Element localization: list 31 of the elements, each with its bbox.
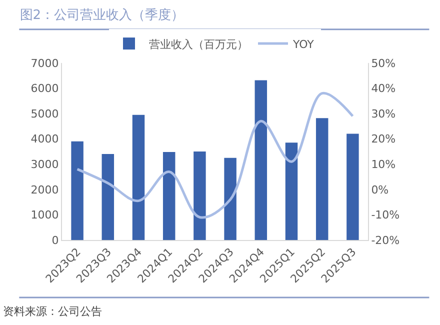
- y2-tick-label: -10%: [371, 208, 400, 222]
- y2-tick-label: 30%: [371, 107, 396, 120]
- bar: [162, 152, 176, 240]
- y2-tick-label: 50%: [371, 56, 396, 70]
- y-tick-label: 3000: [30, 158, 59, 171]
- y-tick-label: 7000: [30, 56, 59, 70]
- y-tick-label: 2000: [30, 183, 59, 196]
- y-tick-label: 4000: [30, 132, 59, 146]
- y2-tick-label: 10%: [371, 158, 396, 171]
- bar: [346, 134, 359, 240]
- y-tick-label: 6000: [30, 82, 59, 96]
- legend-label: YOY: [292, 38, 314, 51]
- y-tick-label: 1000: [30, 208, 59, 222]
- y2-tick-label: -20%: [371, 234, 400, 247]
- y-tick-label: 0: [52, 234, 59, 247]
- legend-label: 营业收入（百万元）: [149, 38, 248, 51]
- text: 资料来源：公司公告: [3, 305, 102, 318]
- y-tick-label: 5000: [30, 107, 59, 120]
- bar: [316, 118, 328, 240]
- bar: [194, 152, 206, 240]
- bar: [285, 142, 298, 240]
- y2-tick-label: 0%: [371, 183, 389, 196]
- bar: [224, 158, 236, 240]
- bar: [102, 154, 114, 240]
- chart-title: 图2：公司营业收入（季度）: [20, 7, 184, 24]
- y2-tick-label: 40%: [371, 82, 396, 96]
- bar: [254, 80, 268, 240]
- bar: [132, 114, 145, 240]
- bar: [71, 141, 84, 240]
- y2-tick-label: 20%: [371, 132, 396, 146]
- line-series: [76, 92, 354, 219]
